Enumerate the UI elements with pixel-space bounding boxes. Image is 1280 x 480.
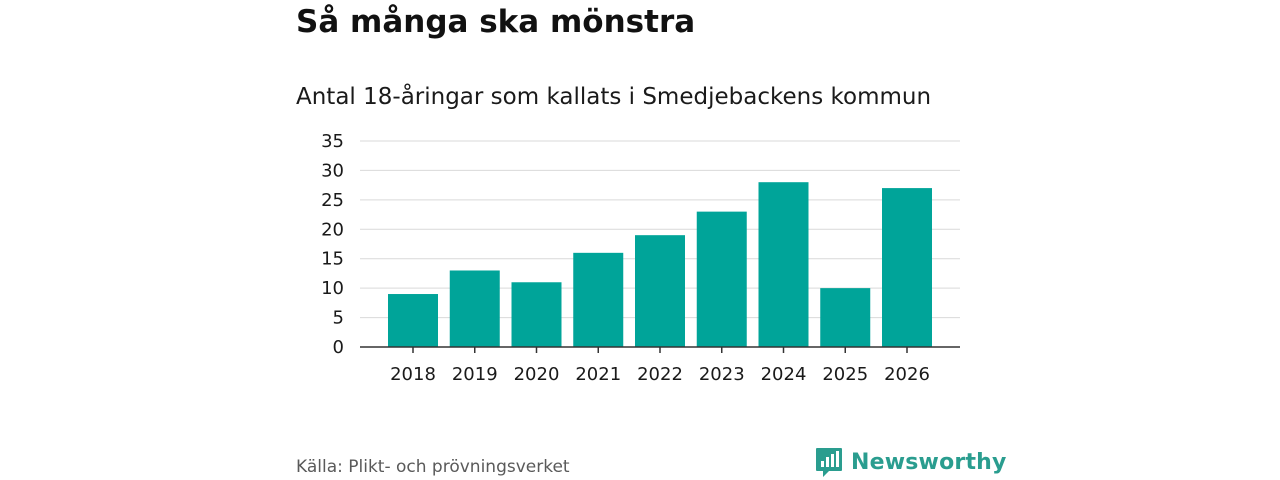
bar-2022: [635, 235, 685, 347]
x-tick-label-2019: 2019: [452, 364, 498, 385]
chart-subtitle: Antal 18-åringar som kallats i Smedjebac…: [296, 84, 932, 110]
x-tick-label-2026: 2026: [884, 364, 930, 385]
x-tick-label-2024: 2024: [761, 364, 807, 385]
x-tick-label-2021: 2021: [575, 364, 621, 385]
bar-2020: [511, 282, 562, 347]
y-tick-label-30: 30: [321, 160, 344, 181]
x-tick-label-2023: 2023: [699, 364, 745, 385]
bars: [388, 182, 932, 347]
y-tick-label-15: 15: [321, 249, 344, 270]
brand-name: Newsworthy: [851, 449, 1007, 475]
bar-2021: [573, 252, 624, 347]
source-note: Källa: Plikt- och prövningsverket: [296, 457, 570, 477]
bar-2024: [758, 182, 809, 347]
bar-2023: [696, 211, 747, 347]
x-tick-label-2018: 2018: [390, 364, 436, 385]
bar-2019: [449, 270, 500, 347]
axes: [360, 346, 960, 353]
bar-2025: [820, 288, 871, 347]
newsworthy-logo-icon: [816, 448, 842, 477]
brand-logo: Newsworthy: [815, 446, 1007, 478]
y-tick-label-35: 35: [321, 131, 344, 152]
y-tick-label-25: 25: [321, 190, 344, 211]
y-tick-label-10: 10: [321, 278, 344, 299]
y-tick-label-20: 20: [321, 219, 344, 240]
y-tick-label-5: 5: [333, 308, 344, 329]
bar-2026: [882, 188, 932, 347]
y-tick-label-0: 0: [333, 337, 344, 358]
x-tick-label-2020: 2020: [514, 364, 560, 385]
x-tick-label-2022: 2022: [637, 364, 683, 385]
chart-title: Så många ska mönstra: [296, 4, 696, 40]
bar-2018: [388, 294, 438, 347]
x-tick-label-2025: 2025: [822, 364, 868, 385]
